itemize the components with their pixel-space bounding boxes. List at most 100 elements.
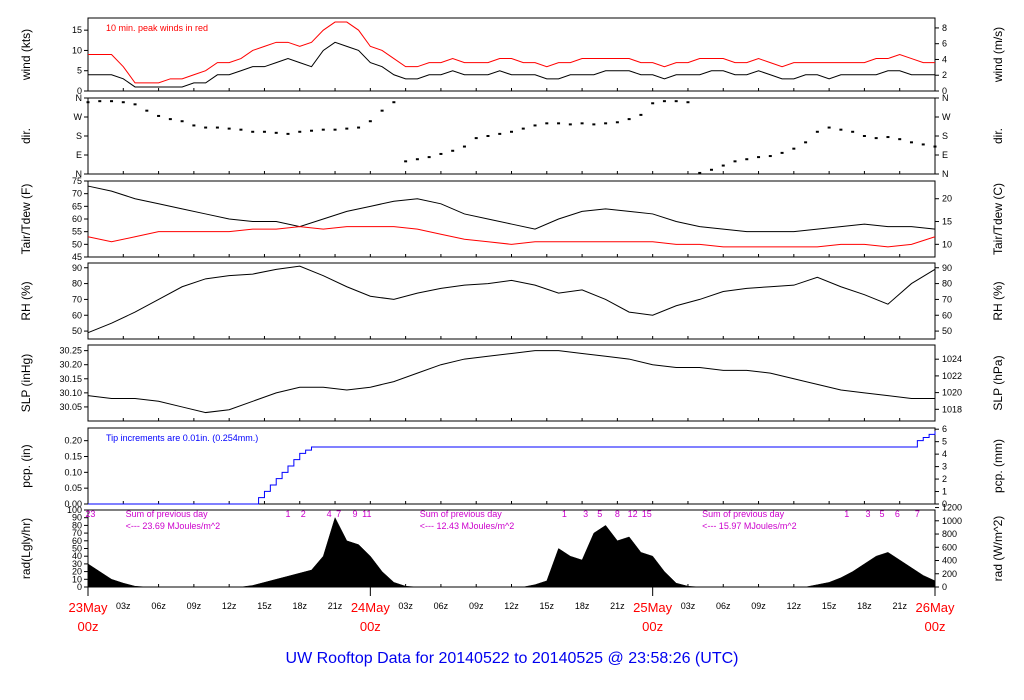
rad-y2tick-label: 1000 xyxy=(942,516,962,526)
x-date-hour-label: 00z xyxy=(78,619,99,634)
temp-y2tick-label: 20 xyxy=(942,194,952,204)
rad-ytick-label: 80 xyxy=(72,520,82,530)
dir-point xyxy=(310,129,314,132)
slp-ytick-label: 30.05 xyxy=(59,402,82,412)
dir-point xyxy=(768,155,772,158)
pcp-ylabel: pcp. (in) xyxy=(19,444,33,487)
rad-hour-mark: 1 xyxy=(844,509,849,519)
dir-point xyxy=(404,160,408,163)
dir-point xyxy=(133,103,137,106)
dir-point xyxy=(180,120,184,123)
dir-point xyxy=(898,138,902,141)
rad-sum-value: <--- 12.43 MJoules/m^2 xyxy=(420,521,515,531)
pcp-y2label: pcp. (mm) xyxy=(991,439,1005,493)
dir-ytick-label: N xyxy=(76,169,83,179)
pcp-y2tick-label: 5 xyxy=(942,437,947,447)
dir-point xyxy=(262,130,266,133)
dir-point xyxy=(345,127,349,130)
rad-hour-mark: 8 xyxy=(615,509,620,519)
dir-ytick-label: N xyxy=(76,93,83,103)
x-hour-label: 18z xyxy=(292,601,307,611)
x-date-hour-label: 00z xyxy=(925,619,946,634)
wind-y2tick-label: 2 xyxy=(942,70,947,80)
rad-ytick-label: 10 xyxy=(72,574,82,584)
x-hour-label: 21z xyxy=(328,601,343,611)
dir-point xyxy=(333,128,337,131)
chart-title: UW Rooftop Data for 20140522 to 20140525… xyxy=(285,650,739,667)
x-hour-label: 15z xyxy=(822,601,837,611)
dir-point xyxy=(321,128,325,131)
rh-ytick-label: 90 xyxy=(72,263,82,273)
x-hour-label: 03z xyxy=(116,601,131,611)
x-hour-label: 15z xyxy=(257,601,272,611)
temp-y2label: Tair/Tdew (C) xyxy=(991,183,1005,255)
dir-point xyxy=(380,109,384,112)
dir-point xyxy=(215,126,219,129)
dir-point xyxy=(909,141,913,144)
dir-point xyxy=(780,151,784,154)
temp-y2tick-label: 10 xyxy=(942,239,952,249)
dir-point xyxy=(721,164,725,167)
x-date-label: 25May xyxy=(633,600,673,615)
dir-point xyxy=(286,132,290,135)
dir-point xyxy=(227,127,231,130)
rad-ytick-label: 0 xyxy=(77,582,82,592)
rad-hour-mark: 3 xyxy=(583,509,588,519)
dir-point xyxy=(157,114,161,117)
rh-frame xyxy=(87,262,936,340)
rad-y2label: rad (W/m^2) xyxy=(991,516,1005,582)
rad-hour-mark: 11 xyxy=(362,509,371,519)
rh-y2tick-label: 90 xyxy=(942,263,952,273)
dir-y2tick-label: S xyxy=(942,131,948,141)
precip-line xyxy=(88,431,936,505)
dir-point xyxy=(568,123,572,126)
dir-point xyxy=(168,118,172,121)
dir-point xyxy=(862,135,866,137)
rad-y2tick-label: 0 xyxy=(942,582,947,592)
rad-ytick-label: 60 xyxy=(72,536,82,546)
dir-point xyxy=(804,141,808,144)
dir-point xyxy=(792,147,796,150)
dir-point xyxy=(98,100,102,103)
dir-point xyxy=(557,122,561,125)
pcp-ytick-label: 0.20 xyxy=(64,436,82,446)
slp-ytick-label: 30.20 xyxy=(59,360,82,370)
pcp-ytick-label: 0.05 xyxy=(64,483,82,493)
rad-y2tick-label: 1200 xyxy=(942,503,962,513)
dir-y2label: dir. xyxy=(991,128,1005,144)
radiation-area xyxy=(87,517,936,588)
dir-point xyxy=(251,130,255,133)
x-date-label: 26May xyxy=(915,600,955,615)
dir-point xyxy=(392,101,396,104)
pcp-ytick-label: 0.10 xyxy=(64,467,82,477)
rh-y2tick-label: 50 xyxy=(942,326,952,336)
dir-point xyxy=(651,102,655,105)
x-hour-label: 15z xyxy=(540,601,555,611)
temp-ylabel: Tair/Tdew (F) xyxy=(19,184,33,255)
slp-ytick-label: 30.15 xyxy=(59,374,82,384)
dir-point xyxy=(674,100,678,103)
rad-hour-mark: 4 xyxy=(327,509,332,519)
rad-ylabel: rad(Lgly/hr) xyxy=(19,518,33,579)
rh-ytick-label: 50 xyxy=(72,326,82,336)
pcp-y2tick-label: 0 xyxy=(942,499,947,509)
rh-y2tick-label: 80 xyxy=(942,279,952,289)
slp-ytick-label: 30.25 xyxy=(59,346,82,356)
wind-y2tick-label: 4 xyxy=(942,54,947,64)
rad-hour-mark: 7 xyxy=(915,509,920,519)
x-hour-label: 03z xyxy=(681,601,696,611)
temp-ytick-label: 65 xyxy=(72,201,82,211)
slp-frame xyxy=(87,344,936,422)
rad-hour-mark: 3 xyxy=(865,509,870,519)
dir-point xyxy=(204,126,208,129)
rad-ytick-label: 40 xyxy=(72,551,82,561)
pcp-y2tick-label: 1 xyxy=(942,487,947,497)
dir-point xyxy=(886,136,890,139)
rh-ytick-label: 70 xyxy=(72,294,82,304)
rad-hour-mark: 1 xyxy=(285,509,290,519)
rh-y2tick-label: 70 xyxy=(942,294,952,304)
dir-point xyxy=(604,122,608,125)
dir-point xyxy=(686,101,690,104)
slp-y2label: SLP (hPa) xyxy=(991,355,1005,410)
